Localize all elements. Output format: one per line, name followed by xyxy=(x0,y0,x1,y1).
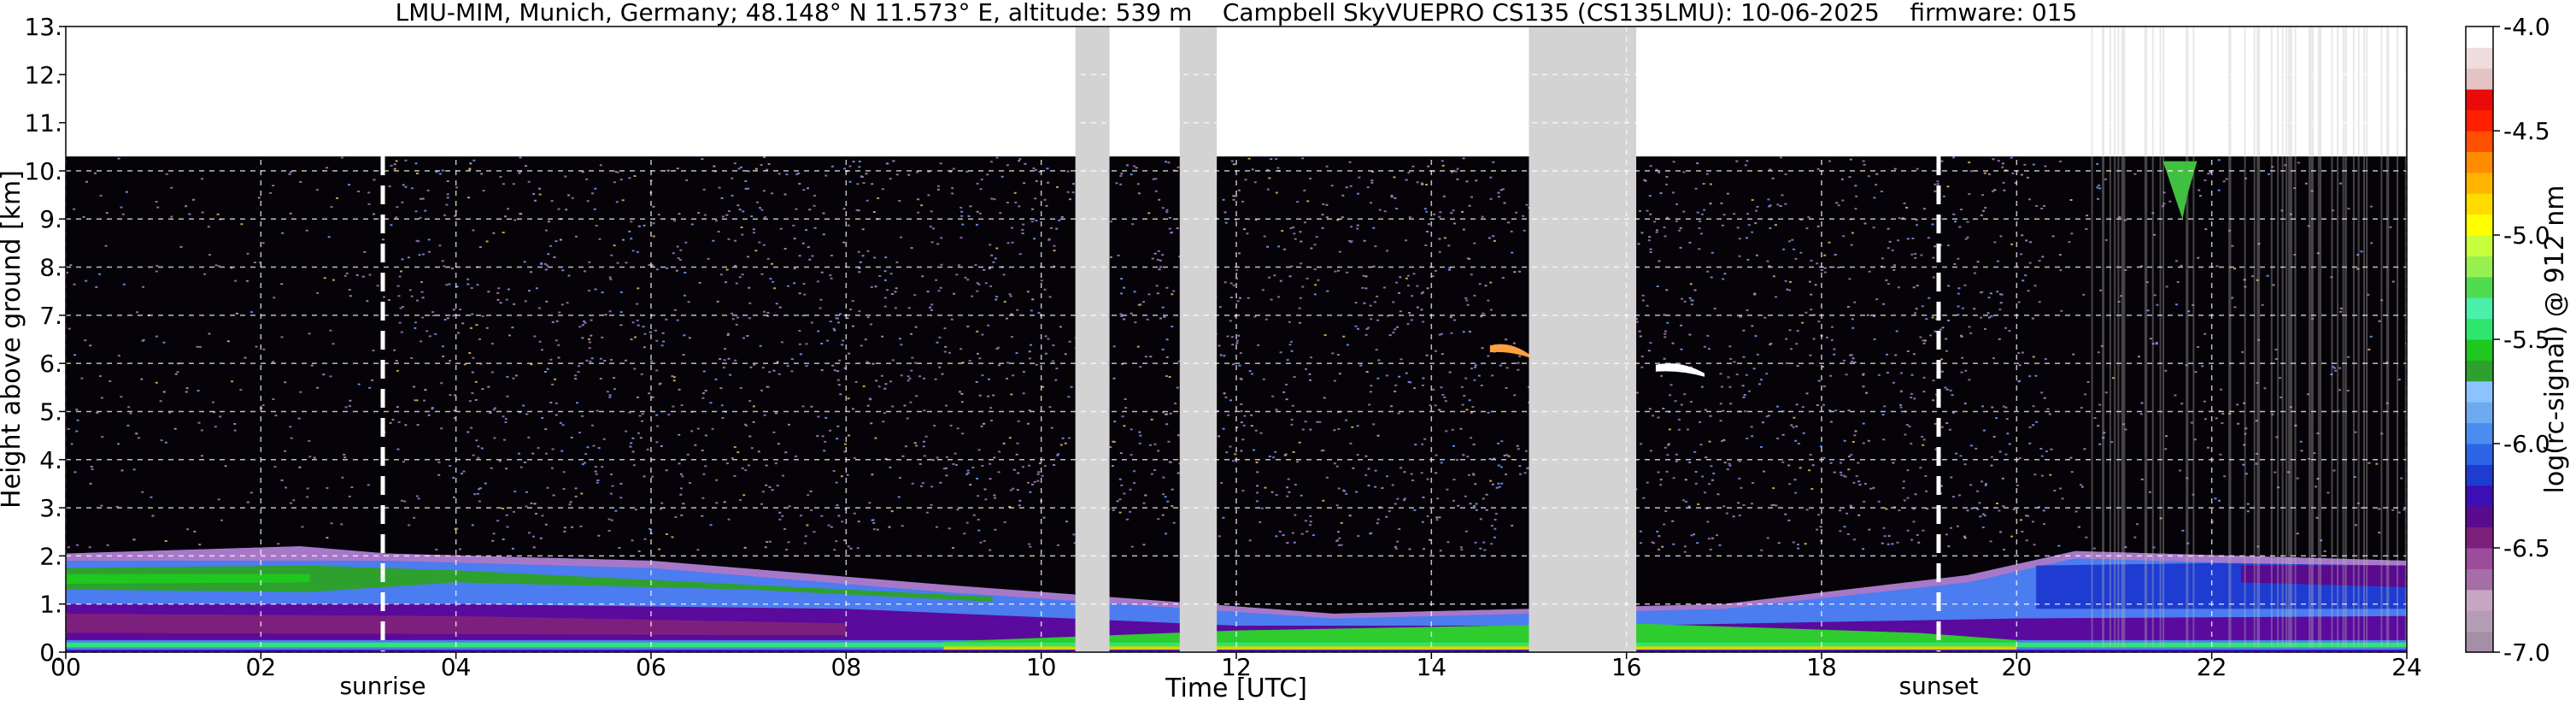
colorbar-swatch xyxy=(2466,568,2493,591)
no-data-block xyxy=(1179,26,1218,652)
colorbar-label: log(rc-signal) @ 912 nm xyxy=(2540,185,2570,494)
colorbar-swatch xyxy=(2466,151,2493,174)
colorbar-swatch xyxy=(2466,26,2493,48)
colorbar-swatch xyxy=(2466,47,2493,69)
y-tick-label: 6. xyxy=(39,350,62,378)
no-data-block xyxy=(1529,26,1637,652)
y-tick-label: 9. xyxy=(39,205,62,233)
colorbar-swatch xyxy=(2466,527,2493,549)
colorbar-ticks: -4.0 -4.5 -5.0 -5.5 -6.0 -6.5 -7.0 xyxy=(2493,13,2550,667)
colorbar-swatch xyxy=(2466,402,2493,424)
x-tick-label: 14 xyxy=(1417,653,1447,681)
sunrise-label: sunrise xyxy=(339,672,425,700)
heatmap-layer xyxy=(66,26,2407,652)
colorbar-swatches xyxy=(2466,26,2493,653)
x-tick-label: 20 xyxy=(2002,653,2033,681)
plot-area: sunrise sunset xyxy=(65,26,2408,700)
colorbar-swatch xyxy=(2466,68,2493,90)
colorbar-swatch xyxy=(2466,548,2493,569)
colorbar-swatch xyxy=(2466,422,2493,444)
colorbar-swatch xyxy=(2466,235,2493,256)
colorbar-tick-label: -5.0 xyxy=(2503,221,2550,250)
aerosol-feature xyxy=(1489,344,1529,358)
evening-purple-layer xyxy=(2240,565,2407,587)
cloud-feature xyxy=(2162,161,2198,220)
colorbar-swatch xyxy=(2466,464,2493,486)
y-tick-label: 7. xyxy=(39,302,62,330)
x-tick-label: 24 xyxy=(2391,653,2422,681)
colorbar-swatch xyxy=(2466,172,2493,194)
colorbar-swatch xyxy=(2466,360,2493,382)
y-tick-label: 10. xyxy=(24,157,62,185)
missing-profile-streaks xyxy=(2091,26,2407,648)
marker-layer: sunrise sunset xyxy=(339,156,1978,700)
chart-title: LMU-MIM, Munich, Germany; 48.148° N 11.5… xyxy=(396,0,2078,26)
no-data-block xyxy=(1075,26,1110,652)
colorbar-tick-label: -7.0 xyxy=(2503,638,2550,667)
aerosol-feature xyxy=(1655,363,1705,377)
x-tick-label: 06 xyxy=(636,653,666,681)
colorbar-swatch xyxy=(2466,589,2493,611)
x-axis-label: Time [UTC] xyxy=(1165,674,1307,703)
colorbar-swatch xyxy=(2466,297,2493,320)
colorbar-swatch xyxy=(2466,631,2493,653)
colorbar-swatch xyxy=(2466,506,2493,528)
y-axis: 0. 1. 2. 3. 4. 5. 6. 7. 8. 9. 10. 11. 12. 13. xyxy=(24,13,66,667)
y-tick-label: 11. xyxy=(24,109,62,138)
colorbar-tick-label: -4.5 xyxy=(2503,117,2550,145)
no-data-layer xyxy=(1075,26,1637,652)
colorbar-tick-label: -4.0 xyxy=(2503,13,2550,41)
x-tick-label: 02 xyxy=(246,653,277,681)
sunset-label: sunset xyxy=(1899,672,1979,700)
colorbar-swatch xyxy=(2466,485,2493,507)
y-tick-label: 13. xyxy=(24,13,62,41)
x-tick-label: 22 xyxy=(2197,653,2227,681)
colorbar-swatch xyxy=(2466,256,2493,278)
y-tick-label: 3. xyxy=(39,494,62,522)
x-tick-label: 10 xyxy=(1026,653,1057,681)
surface-layer xyxy=(943,646,2017,651)
x-tick-label: 18 xyxy=(1806,653,1837,681)
y-tick-label: 12. xyxy=(24,61,62,89)
x-tick-label: 12 xyxy=(1221,653,1252,681)
colorbar-swatch xyxy=(2466,610,2493,632)
x-tick-label: 04 xyxy=(441,653,472,681)
y-tick-label: 2. xyxy=(39,542,62,570)
colorbar-swatch xyxy=(2466,444,2493,465)
feature-layer xyxy=(1489,161,2198,377)
y-tick-label: 4. xyxy=(39,446,62,474)
y-tick-label: 1. xyxy=(39,591,62,619)
x-tick-label: 00 xyxy=(50,653,81,681)
x-tick-label: 16 xyxy=(1611,653,1642,681)
colorbar-swatch xyxy=(2466,89,2493,111)
colorbar: -4.0 -4.5 -5.0 -5.5 -6.0 -6.5 -7.0 log(rc-sign… xyxy=(2465,13,2570,667)
y-tick-label: 0. xyxy=(39,638,62,667)
y-axis-label: Height above ground [km] xyxy=(0,170,26,509)
y-tick-label: 8. xyxy=(39,254,62,282)
colorbar-swatch xyxy=(2466,131,2493,152)
colorbar-tick-label: -5.5 xyxy=(2503,326,2550,354)
y-tick-label: 5. xyxy=(39,397,62,426)
colorbar-tick-label: -6.5 xyxy=(2503,534,2550,562)
colorbar-swatch xyxy=(2466,318,2493,340)
ground-strip xyxy=(66,650,2407,652)
colorbar-swatch xyxy=(2466,339,2493,361)
x-axis: 00 02 04 06 08 10 12 14 16 18 20 22 24 xyxy=(50,652,2422,681)
x-tick-label: 08 xyxy=(831,653,862,681)
residual-green-core xyxy=(66,574,310,585)
colorbar-swatch xyxy=(2466,276,2493,298)
colorbar-swatch xyxy=(2466,193,2493,215)
colorbar-swatch xyxy=(2466,214,2493,236)
colorbar-tick-label: -6.0 xyxy=(2503,430,2550,458)
colorbar-swatch xyxy=(2466,109,2493,132)
colorbar-swatch xyxy=(2466,380,2493,403)
